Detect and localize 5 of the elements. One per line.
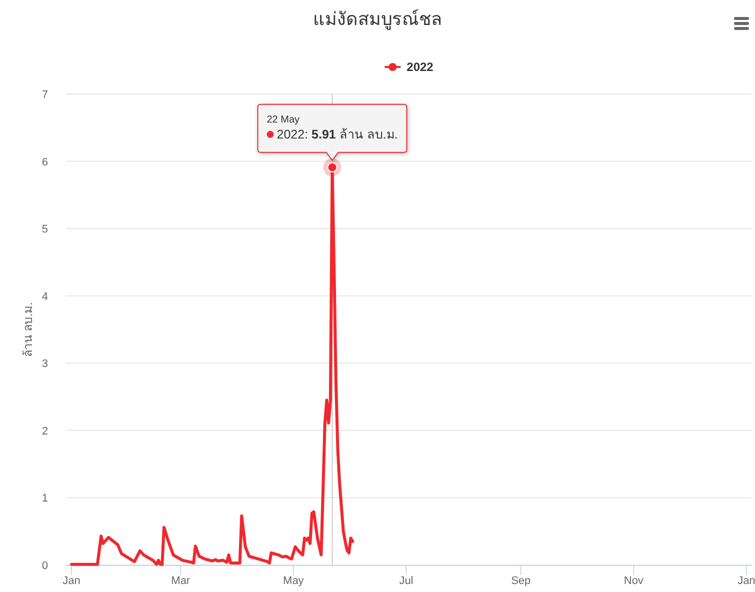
y-axis-title: ล้าน ลบ.ม. xyxy=(21,302,35,357)
annotation: 22 May 2022: 5.91 ล้าน ลบ.ม. xyxy=(266,114,398,142)
annotation: 22 May 2022: 5.91 ล้าน ลบ.ม. xyxy=(257,104,408,176)
legend-label: 2022 xyxy=(406,60,434,74)
title: แม่งัดสมบูรณ์ชล xyxy=(313,9,442,29)
